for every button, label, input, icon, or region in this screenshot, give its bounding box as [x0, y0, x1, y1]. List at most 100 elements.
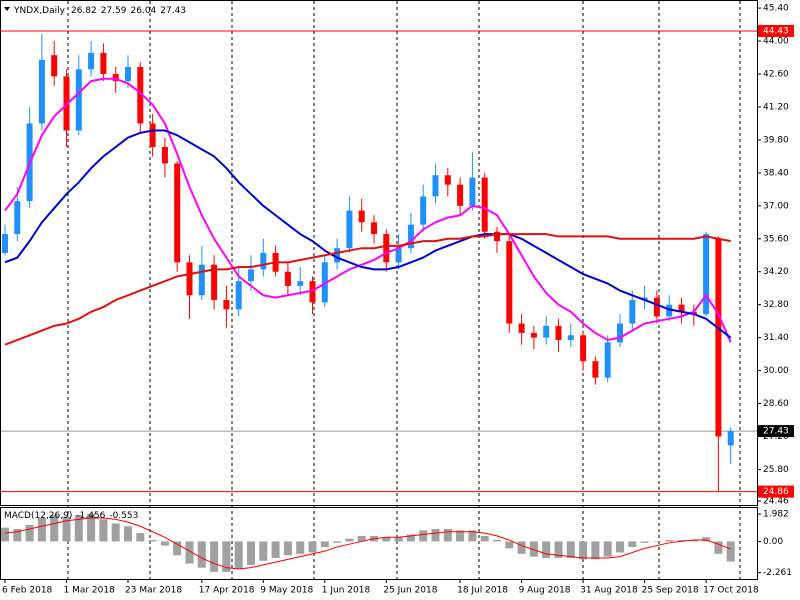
signal-line	[4, 517, 731, 570]
candle-body	[211, 264, 218, 300]
candle-body	[14, 201, 21, 235]
macd-bar	[111, 523, 120, 542]
candle-body	[346, 210, 353, 249]
macd-bar	[25, 524, 34, 542]
candle-body	[518, 323, 525, 333]
macd-bar	[320, 541, 329, 547]
candle-body	[186, 262, 193, 296]
macd-bar	[62, 516, 71, 542]
x-tick-label: 23 Mar 2018	[125, 586, 182, 596]
x-tick-label: 1 Jun 2018	[322, 586, 371, 596]
macd-bar	[517, 541, 526, 554]
y-tick-label: 38.40	[763, 168, 789, 178]
macd-bar	[702, 537, 711, 542]
macd-bar	[259, 541, 268, 561]
candle-body	[88, 52, 95, 70]
candle-body	[321, 262, 328, 303]
candle-body	[506, 241, 513, 324]
candle-body	[469, 177, 476, 206]
macd-bar	[74, 515, 83, 542]
moving-average	[4, 77, 732, 343]
macd-bar	[37, 517, 46, 542]
macd-bar	[210, 541, 219, 572]
y-tick-label: 1.982	[763, 510, 789, 520]
macd-bar	[443, 528, 452, 542]
macd-bar	[542, 541, 551, 559]
x-tick-label: 6 Feb 2018	[2, 586, 53, 596]
y-tick-label: 37.00	[763, 201, 789, 211]
x-tick-label: 17 Oct 2018	[703, 586, 759, 596]
candle-body	[580, 335, 587, 362]
y-tick-label: 0.00	[763, 537, 783, 547]
macd-bar	[640, 541, 649, 543]
candle-body	[137, 66, 144, 124]
candle-body	[703, 234, 710, 315]
candle-body	[432, 175, 439, 197]
macd-bar	[271, 541, 280, 559]
candle-body	[334, 248, 341, 263]
macd-bar	[493, 540, 501, 542]
macd-value: -1.456	[76, 511, 105, 521]
candle-body	[161, 146, 168, 164]
macd-bar	[406, 534, 415, 542]
candle-body	[174, 163, 181, 263]
candle-body	[727, 431, 734, 446]
candle-body	[149, 123, 156, 147]
macd-bar	[603, 541, 612, 557]
candle-body	[309, 281, 316, 303]
macd-bar	[677, 540, 686, 542]
candle-body	[407, 224, 414, 249]
candle-body	[284, 271, 291, 286]
candle-body	[604, 342, 611, 378]
price-level-label: 44.43	[763, 26, 789, 36]
candle-body	[690, 311, 697, 315]
candle-body	[567, 335, 574, 341]
macd-header: MACD(12,26,9) -1.456 -0.553	[4, 511, 138, 521]
x-tick-label: 17 Apr 2018	[199, 586, 255, 596]
macd-bar	[308, 541, 317, 553]
y-tick-label: 44.00	[763, 37, 789, 47]
macd-bar	[283, 541, 292, 556]
macd-bar	[456, 530, 465, 542]
y-tick-label: 34.20	[763, 267, 789, 277]
macd-bar	[222, 541, 231, 572]
macd-bar	[726, 541, 735, 562]
macd-bar	[419, 530, 428, 542]
candle-body	[715, 238, 722, 437]
candle-body	[2, 234, 8, 253]
candle-body	[112, 74, 119, 82]
macd-bar	[197, 541, 206, 568]
header-low: 26.04	[131, 6, 157, 16]
candle-body	[38, 59, 45, 124]
header-open: 26.82	[71, 6, 97, 16]
macd-bar	[529, 541, 538, 557]
candle-body	[530, 332, 537, 338]
menu-icon[interactable]	[4, 7, 10, 11]
symbol-title: YNDX,Daily	[13, 6, 66, 16]
candle-body	[358, 210, 365, 223]
macd-bar	[652, 541, 661, 542]
y-tick-label: 42.60	[763, 70, 789, 80]
price-level-tag	[758, 485, 794, 498]
y-tick-label: 28.60	[763, 399, 789, 409]
macd-bar	[50, 515, 59, 542]
candle-body	[617, 323, 623, 343]
macd-bar	[345, 538, 354, 542]
y-tick-label: 31.40	[763, 333, 789, 343]
signal-value: -0.553	[109, 511, 138, 521]
candle-body	[444, 175, 451, 185]
candle-body	[383, 234, 390, 263]
candle-body	[235, 281, 242, 310]
macd-bar	[296, 541, 305, 554]
x-tick-label: 25 Sep 2018	[642, 586, 699, 596]
macd-bar	[1, 527, 9, 542]
candle-body	[666, 304, 673, 317]
y-tick-label: 39.80	[763, 135, 789, 145]
macd-bar	[234, 541, 243, 570]
y-tick-label: 24.46	[763, 496, 789, 506]
candle-body	[543, 325, 550, 338]
macd-bar	[124, 526, 132, 542]
